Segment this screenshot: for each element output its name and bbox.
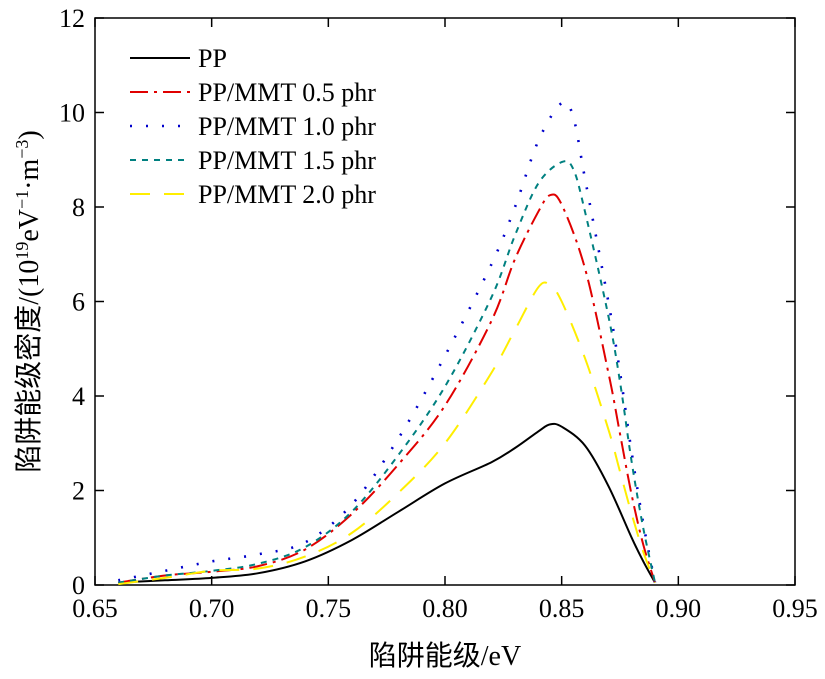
y-axis-title: 陷阱能级密度/(1019eV−1·m−3) xyxy=(12,130,45,473)
x-axis-title: 陷阱能级/eV xyxy=(369,640,521,672)
legend-label-3: PP/MMT 1.5 phr xyxy=(198,146,376,175)
y-axis-title-main: 陷阱能级密度/(10 xyxy=(13,260,45,473)
x-tick-label: 0.70 xyxy=(189,594,235,623)
legend-label-4: PP/MMT 2.0 phr xyxy=(198,180,376,209)
y-axis-title-sup1: 19 xyxy=(12,242,32,260)
x-tick-label: 0.90 xyxy=(656,594,702,623)
y-tick-label: 0 xyxy=(72,571,85,600)
y-axis-title-mid2: ·m xyxy=(14,159,45,190)
x-tick-label: 0.85 xyxy=(539,594,585,623)
y-tick-label: 6 xyxy=(72,288,85,317)
legend-label-0: PP xyxy=(198,44,227,73)
y-axis-title-sup3: −3 xyxy=(12,140,32,159)
y-axis-title-sup2: −1 xyxy=(12,190,32,209)
series-line-1 xyxy=(118,193,656,584)
legend-label-1: PP/MMT 0.5 phr xyxy=(198,78,376,107)
plot-area: 0.65 0.70 0.75 0.80 0.85 0.90 0.95 0 2 4 6 8 10 12 xyxy=(59,4,818,623)
y-axis-title-mid1: eV xyxy=(14,209,45,242)
legend-label-2: PP/MMT 1.0 phr xyxy=(198,112,376,141)
y-axis-title-end: ) xyxy=(14,130,45,139)
y-tick-label: 2 xyxy=(72,477,85,506)
y-tick-label: 8 xyxy=(72,193,85,222)
legend: PP PP/MMT 0.5 phr PP/MMT 1.0 phr PP/MMT 1.5… xyxy=(130,44,376,209)
y-tick-label: 12 xyxy=(59,4,85,33)
x-tick-label: 0.75 xyxy=(306,594,352,623)
series-line-3 xyxy=(118,160,656,584)
y-tick-label: 4 xyxy=(72,382,85,411)
y-tick-label: 10 xyxy=(59,99,85,128)
series-line-4 xyxy=(118,281,656,586)
x-tick-label: 0.95 xyxy=(772,594,818,623)
x-tick-label: 0.65 xyxy=(72,594,118,623)
series-line-0 xyxy=(118,422,656,584)
x-tick-label: 0.80 xyxy=(422,594,468,623)
